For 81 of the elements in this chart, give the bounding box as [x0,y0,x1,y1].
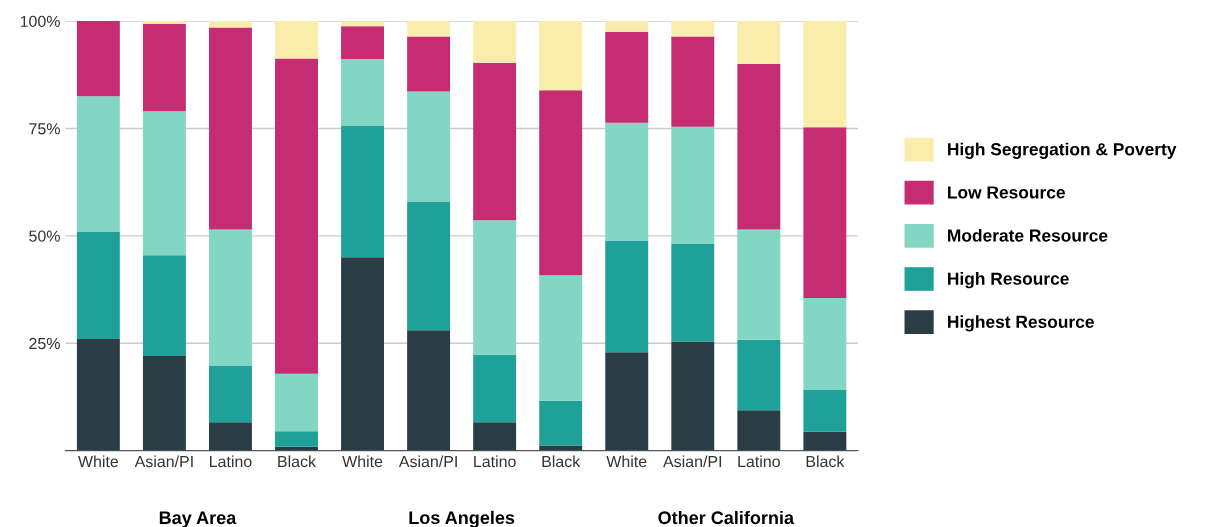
bar [803,21,847,128]
bar [341,125,385,258]
x-tick-label: Black [278,455,317,468]
bar [208,27,252,230]
bar [208,21,252,28]
bar [737,339,781,411]
bar [341,26,385,59]
bar [473,422,517,451]
bar [539,21,583,91]
bar [605,352,649,451]
bar [605,122,649,241]
bar [473,21,517,63]
bar [671,341,715,451]
text: Bay Area [159,511,237,527]
bar [605,31,649,123]
bar [341,58,385,126]
bar [803,390,847,432]
bar [407,36,451,92]
bar [208,365,252,423]
bar [737,410,781,451]
bar [803,431,847,451]
bar [671,21,715,37]
bar [208,229,252,366]
bar [539,90,583,276]
bar [76,21,120,97]
x-tick-label: Latino [474,455,516,468]
x-tick-label: White [342,455,383,468]
x-tick-label: Latino [210,455,252,468]
bar [142,356,186,451]
text: Other California [658,510,795,525]
x-tick-label: White [78,455,119,468]
x-tick-label: White [606,455,647,468]
y-tick-label: 50% [29,230,60,242]
bar [275,431,318,447]
bar [407,330,451,451]
bar [407,91,451,202]
legend-label: High Segregation & Poverty [948,142,1177,159]
x-tick-label: Black [542,455,581,468]
y-tick-label: 75% [29,123,60,135]
bar [671,243,715,342]
bar [208,422,252,451]
bar [473,220,517,355]
bar [737,64,781,230]
bar [803,127,847,299]
x-tick-label: Asian/PI [663,455,722,468]
bar [539,400,583,446]
bar [407,21,451,37]
bar [539,275,583,401]
x-tick-label: Black [806,455,845,468]
legend-label: High Resource [948,272,1069,289]
bar [142,23,186,112]
bar [605,21,649,32]
bar [275,21,318,59]
bar [737,229,781,340]
x-tick-label: Asian/PI [398,455,457,468]
bar [539,445,583,451]
bar [671,126,715,244]
bar [76,96,120,232]
x-tick-label: Latino [738,455,780,468]
text: Los Angeles [409,510,515,527]
bar [142,21,186,24]
bar [407,201,451,331]
bar [76,231,120,339]
bar [473,354,517,423]
bar [341,257,385,451]
bar [275,58,318,374]
x-tick-label: Asian/PI [134,455,193,468]
legend-label: Highest Resource [948,315,1094,332]
bar [76,338,120,451]
legend-label: Moderate Resource [948,228,1108,242]
y-tick-label: 100% [20,15,60,28]
y-tick-label: 25% [29,337,60,350]
bar [275,373,318,432]
bar [473,62,517,221]
bar [803,298,847,391]
bar [142,255,186,357]
bar [142,111,186,256]
bar [605,240,649,353]
bar [737,21,781,65]
bar [671,36,715,127]
legend-label: Low Resource [948,186,1065,199]
